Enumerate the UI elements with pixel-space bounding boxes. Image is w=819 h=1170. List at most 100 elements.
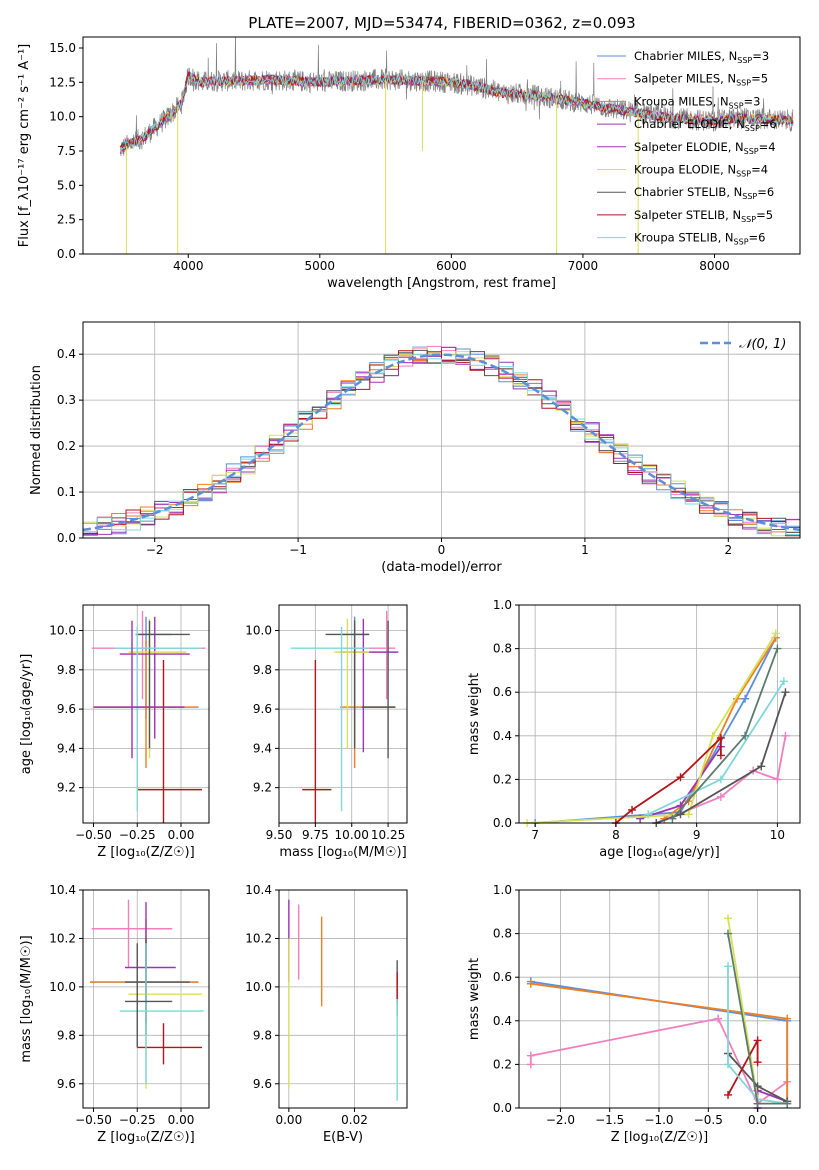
axes: 4000 5000 6000 7000 8000 0.0 2.5 5.0 7.5 10.0 12.5… — [17, 36, 801, 291]
axes-frame — [82, 604, 210, 824]
data-point — [93, 620, 185, 759]
y-tick-label: 9.2 — [57, 781, 76, 795]
y-tick-label: 0.4 — [57, 347, 76, 361]
histogram-step — [83, 354, 800, 537]
axes: −2.0 −1.5 −1.0 −0.5 0.0 0.0 0.2 0.4 0.6 0.8 1.0 Z [… — [467, 883, 801, 1145]
series-marker — [724, 1090, 733, 1099]
histograms — [83, 345, 800, 537]
mass-vs-extinction-panel: 0.00 0.02 9.6 9.8 10.0 10.2 10.4 E(B-V) — [245, 883, 408, 1145]
legend-label: Kroupa ELODIE, NSSP=4 — [634, 163, 768, 179]
x-tick-label: 0 — [438, 543, 446, 557]
data-point — [340, 618, 399, 753]
legend-label-main: Kroupa ELODIE, N — [634, 163, 736, 177]
data-point — [302, 659, 332, 823]
legend-label: Salpeter STELIB, NSSP=5 — [634, 208, 773, 224]
x-tick-label: 10.25 — [371, 828, 405, 842]
y-tick-label: 10.0 — [245, 624, 272, 638]
series-marker — [783, 1014, 792, 1023]
legend-label-sub: SSP — [742, 192, 757, 201]
series-marker — [526, 1051, 535, 1060]
x-axis-label: (data-model)/error — [381, 560, 502, 575]
x-tick-label: 10 — [770, 828, 785, 842]
residual-histogram-panel: 𝒩(0, 1) −2 −1 0 1 2 0.0 0.1 0.2 0.3 0.4 (data-model… — [29, 321, 801, 575]
data-point — [125, 943, 173, 1048]
figure-title: PLATE=2007, MJD=53474, FIBERID=0362, z=0… — [248, 14, 635, 32]
y-tick-label: 10.2 — [49, 931, 76, 945]
x-axis-label: Z [log₁₀(Z/Z☉)] — [97, 845, 194, 860]
data-point — [290, 626, 370, 812]
data-point — [125, 902, 176, 1024]
y-tick-label: 5.0 — [57, 178, 76, 192]
legend-label-sub: SSP — [734, 238, 749, 247]
series-marker — [724, 962, 733, 971]
legend-label-main: Kroupa STELIB, N — [634, 231, 734, 245]
series-marker — [779, 677, 788, 686]
legend-label-main: Salpeter MILES, N — [634, 72, 736, 86]
series-marker — [684, 810, 693, 819]
data-point — [137, 620, 190, 749]
y-tick-label: 9.6 — [253, 702, 272, 716]
legend-label-sub: SSP — [736, 79, 751, 88]
series-marker — [757, 762, 766, 771]
series-marker — [714, 1014, 723, 1023]
legend-label-sub: SSP — [741, 215, 756, 224]
x-tick-label: 2 — [724, 543, 732, 557]
series-marker — [741, 731, 750, 740]
legend-label-suffix: =6 — [749, 231, 766, 245]
series-marker — [716, 792, 725, 801]
series-marker — [676, 810, 685, 819]
plot-area — [90, 899, 204, 1089]
y-tick-label: 0.0 — [493, 816, 512, 830]
legend-label-main: Salpeter STELIB, N — [634, 208, 741, 222]
axes: 0.00 0.02 9.6 9.8 10.0 10.2 10.4 E(B-V) — [245, 883, 408, 1145]
series-marker — [724, 929, 733, 938]
legend-label-suffix: =4 — [759, 140, 776, 154]
series-line — [663, 637, 777, 820]
data-point — [119, 943, 204, 1084]
plot-area — [290, 610, 399, 823]
axes-frame — [82, 36, 801, 255]
y-tick-label: 9.8 — [253, 663, 272, 677]
legend-label-suffix: =5 — [756, 208, 773, 222]
x-tick-label: 5000 — [305, 259, 336, 273]
model-spectrum-line — [120, 72, 794, 153]
axes-frame — [278, 889, 408, 1109]
x-tick-label: 9.50 — [266, 828, 293, 842]
data-point — [137, 1023, 202, 1065]
x-tick-label: 7 — [531, 828, 539, 842]
x-tick-label: 10.00 — [335, 828, 369, 842]
legend-label: Salpeter MILES, NSSP=5 — [634, 72, 768, 88]
series-marker — [716, 775, 725, 784]
legend-label: 𝒩(0, 1) — [739, 337, 786, 352]
axes-frame — [518, 604, 801, 824]
y-tick-label: 0.1 — [57, 485, 76, 499]
x-tick-label: −1.5 — [595, 1113, 624, 1127]
series-marker — [753, 1036, 762, 1045]
y-tick-label: 0.8 — [493, 927, 512, 941]
x-axis-label: wavelength [Angstrom, rest frame] — [327, 276, 556, 291]
y-tick-label: 10.4 — [49, 883, 76, 897]
data-point — [334, 618, 370, 749]
mass-vs-metallicity-panel: −0.50 −0.25 0.00 9.6 9.8 10.0 10.2 10.4 Z [log₁₀… — [19, 883, 210, 1145]
y-tick-label: 2.5 — [57, 213, 76, 227]
x-tick-label: 6000 — [436, 259, 467, 273]
y-tick-label: 9.4 — [57, 741, 76, 755]
x-axis-label: Z [log₁₀(Z/Z☉)] — [97, 1130, 194, 1145]
series-marker — [783, 1099, 792, 1108]
y-tick-label: 12.5 — [49, 75, 76, 89]
y-tick-label: 0.8 — [493, 642, 512, 656]
legend-label-main: Kroupa MILES, N — [634, 94, 729, 108]
legend-label-suffix: =3 — [752, 49, 769, 63]
x-axis-label: Z [log₁₀(Z/Z☉)] — [611, 1130, 708, 1145]
y-axis-label: mass [log₁₀(M/M☉)] — [19, 935, 34, 1062]
data-point — [135, 616, 173, 719]
x-tick-label: 8000 — [699, 259, 730, 273]
legend-label-suffix: =6 — [760, 117, 777, 131]
series — [523, 629, 780, 827]
series-marker — [724, 1060, 733, 1069]
x-tick-label: 7000 — [568, 259, 599, 273]
legend-label: Chabrier ELODIE, NSSP=6 — [634, 117, 777, 133]
y-tick-label: 9.6 — [57, 702, 76, 716]
plot-area: 𝒩(0, 1) — [83, 337, 800, 537]
